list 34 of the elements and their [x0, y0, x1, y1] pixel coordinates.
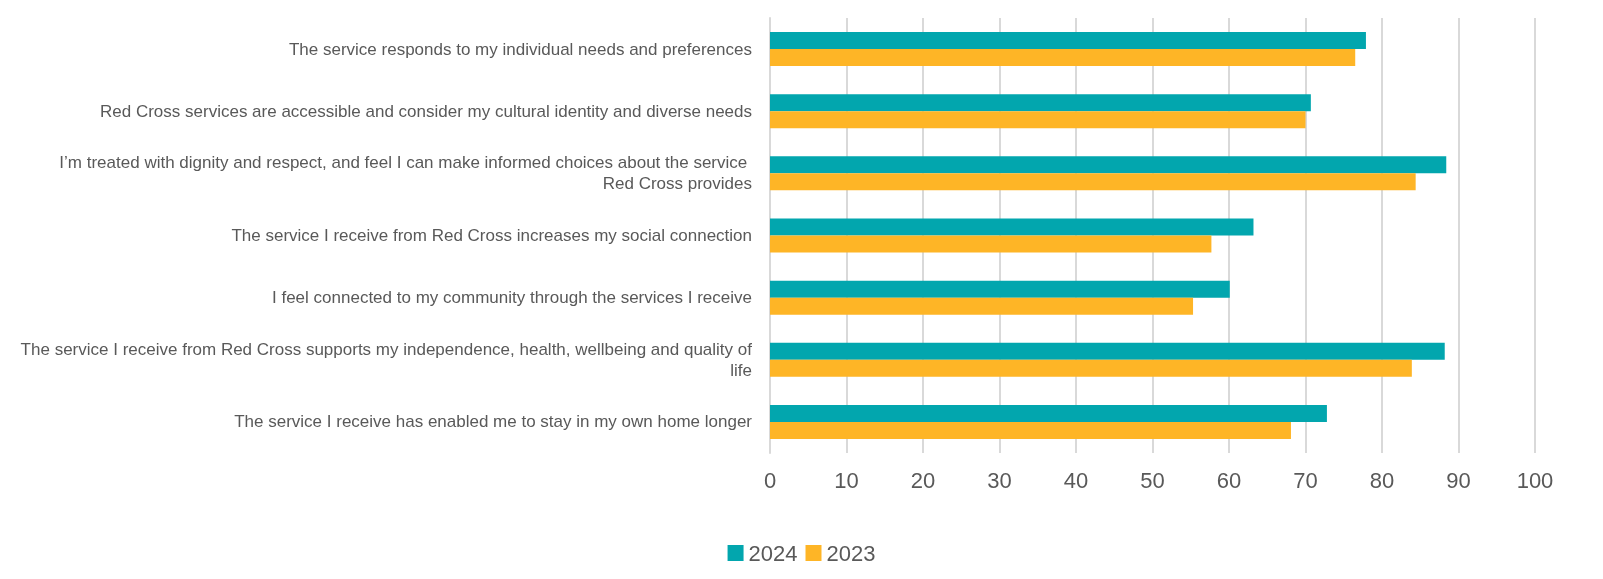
y-tick-label: I feel connected to my community through the services I receive: [271, 288, 752, 308]
bar: [770, 156, 1447, 174]
y-tick-label: The service I receive from Red Cross increases my social connection: [231, 226, 752, 245]
bar: [770, 297, 1194, 315]
bar: [770, 404, 1327, 422]
bar: [770, 342, 1445, 360]
bar: [770, 280, 1230, 298]
bar: [770, 235, 1212, 253]
legend-label: 2024: [748, 540, 798, 566]
x-tick-label: 60: [1216, 467, 1242, 493]
y-tick-label: Red Cross services are accessible and consider my cultural identity and diverse needs: [100, 101, 752, 121]
x-tick-label: 50: [1140, 467, 1165, 493]
x-tick-label: 10: [834, 467, 859, 493]
bar: [770, 111, 1306, 129]
bar: [770, 173, 1416, 191]
bar: [770, 32, 1366, 50]
x-tick-label: 100: [1516, 467, 1554, 493]
legend-label: 2023: [826, 540, 876, 566]
y-tick-label: The service responds to my individual needs and preferences: [288, 39, 752, 59]
bar: [770, 94, 1311, 112]
x-tick-label: 30: [987, 467, 1012, 493]
bar: [770, 49, 1356, 67]
bar: [770, 421, 1291, 439]
bar: [770, 218, 1254, 236]
y-tick-label: The service I receive from Red Cross supports my independence, health, wellbeing and quality of life: [20, 339, 753, 380]
x-tick-label: 90: [1446, 467, 1471, 493]
x-tick-label: 20: [910, 467, 936, 493]
x-tick-label: 40: [1063, 467, 1089, 493]
x-tick-label: 70: [1293, 467, 1318, 493]
x-tick-label: 80: [1369, 467, 1395, 493]
y-tick-label: I’m treated with dignity and respect, and feel I can make informed choices about the service Red Cross provides: [59, 153, 752, 194]
y-tick-label: The service I receive has enabled me to stay in my own home longer: [234, 412, 753, 432]
x-tick-label: 0: [763, 467, 777, 493]
bar: [770, 359, 1412, 377]
